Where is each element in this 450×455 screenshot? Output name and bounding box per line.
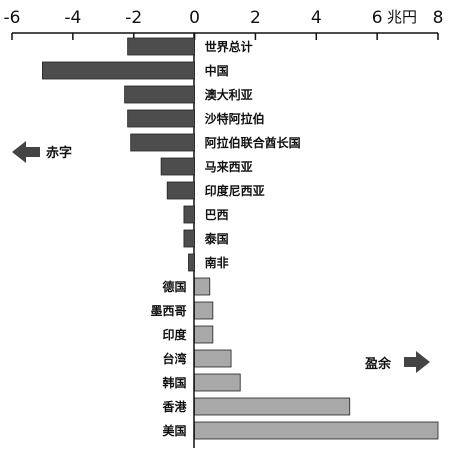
deficit-label: 赤字 (46, 145, 72, 161)
x-tick-label: -4 (64, 8, 81, 28)
category-label: 韩国 (163, 375, 187, 390)
deficit-annotation: 赤字 (12, 141, 72, 163)
bar-surplus (194, 349, 232, 368)
category-label: 墨西哥 (151, 304, 187, 318)
category-label: 美国 (163, 423, 187, 438)
x-tick-label: 2 (250, 8, 261, 28)
bar-deficit (42, 61, 195, 80)
category-labels: 世界总计中国澳大利亚沙特阿拉伯阿拉伯联合酋长国马来西亚印度尼西亚巴西泰国南非德国… (151, 39, 301, 438)
category-label: 澳大利亚 (205, 87, 253, 102)
x-tick-label: 8 (433, 8, 444, 28)
category-label: 中国 (205, 63, 229, 78)
bar-surplus (194, 277, 211, 296)
surplus-annotation: 盈余 (364, 351, 430, 373)
bar-surplus (194, 397, 351, 416)
category-label: 阿拉伯联合酋长国 (205, 135, 301, 150)
category-label: 香港 (162, 399, 188, 414)
x-axis-ticks: -6 -4 -2 0 2 4 6 8 (4, 8, 444, 40)
x-tick-label: 6 (372, 8, 383, 28)
bar-deficit (166, 181, 195, 200)
x-tick-label: -2 (125, 8, 142, 28)
surplus-label: 盈余 (364, 356, 392, 372)
bar-deficit (127, 109, 195, 128)
category-label: 泰国 (204, 231, 229, 246)
bar-deficit (127, 37, 195, 56)
category-label: 世界总计 (205, 39, 253, 54)
bars (42, 37, 439, 440)
x-tick-label: 4 (311, 8, 322, 28)
category-label: 台湾 (163, 351, 187, 366)
category-label: 巴西 (205, 208, 229, 222)
bar-surplus (194, 421, 439, 440)
category-label: 德国 (163, 279, 187, 294)
left-arrow-icon (12, 141, 40, 163)
x-axis-unit-label: 兆円 (387, 8, 417, 26)
category-label: 马来西亚 (205, 159, 253, 174)
bar-surplus (194, 301, 214, 320)
bar-deficit (124, 85, 195, 104)
bar-deficit (183, 229, 195, 248)
bar-surplus (194, 373, 241, 392)
right-arrow-icon (404, 351, 430, 373)
bar-deficit (188, 253, 195, 272)
category-label: 沙特阿拉伯 (205, 111, 265, 126)
x-tick-label: -6 (4, 8, 21, 28)
x-tick-label: 0 (189, 8, 200, 28)
bar-deficit (160, 157, 195, 176)
category-label: 印度 (163, 327, 188, 342)
bar-surplus (194, 325, 214, 344)
bar-deficit (183, 205, 195, 224)
category-label: 南非 (205, 255, 229, 270)
bar-deficit (130, 133, 195, 152)
category-label: 印度尼西亚 (205, 183, 265, 198)
